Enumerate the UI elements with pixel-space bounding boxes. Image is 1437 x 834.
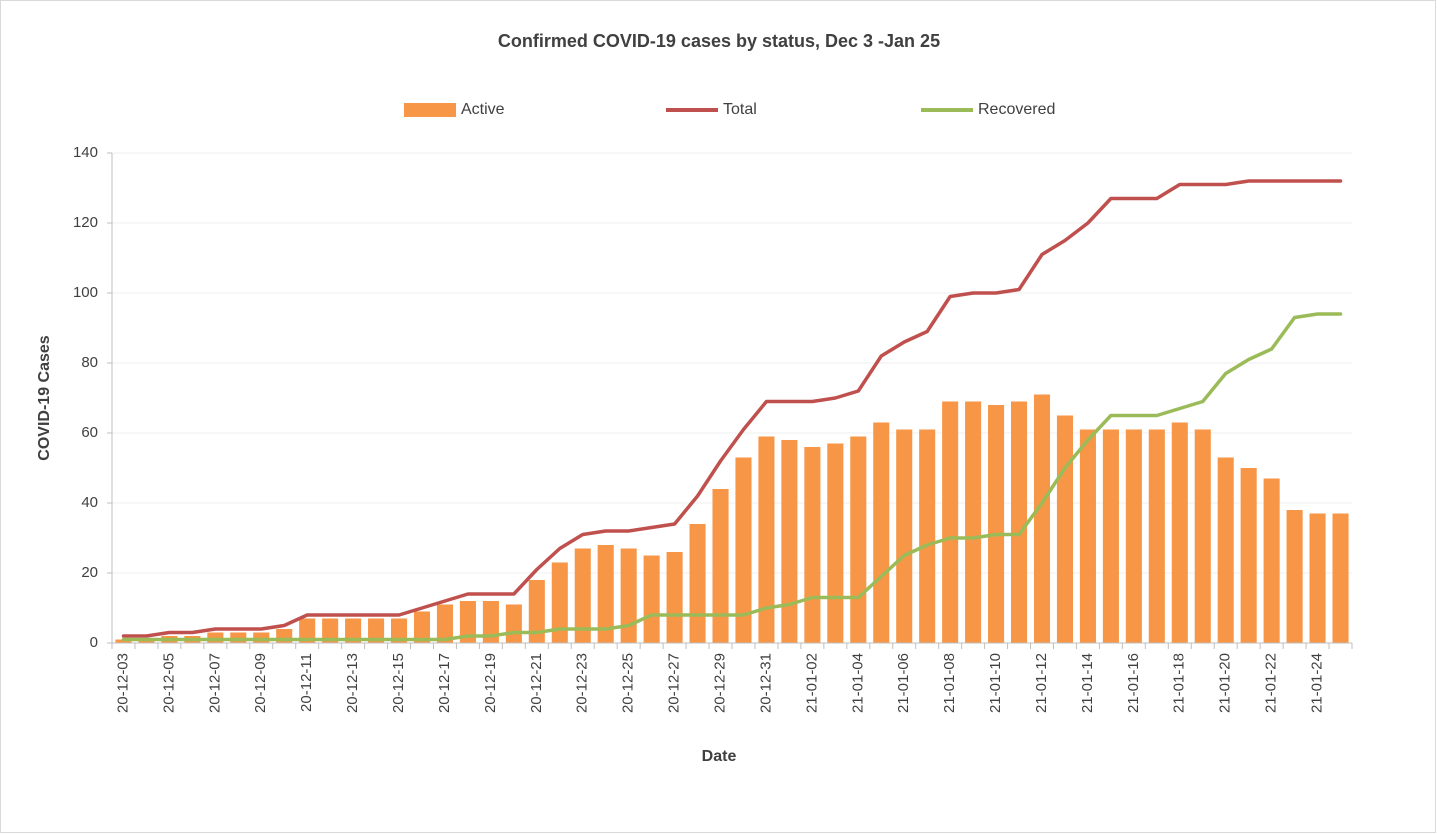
y-tick-label: 20 bbox=[81, 564, 98, 581]
bar bbox=[896, 429, 913, 643]
line bbox=[121, 312, 1343, 642]
bar bbox=[1079, 429, 1096, 643]
bar bbox=[413, 611, 431, 643]
x-tick-label: 20-12-17 bbox=[436, 653, 453, 713]
bar bbox=[1171, 422, 1188, 643]
x-tick-label: 20-12-19 bbox=[482, 653, 499, 713]
bar bbox=[1332, 513, 1349, 643]
bar bbox=[551, 562, 568, 643]
bar bbox=[643, 555, 660, 643]
legend-label: Total bbox=[723, 101, 757, 118]
bar bbox=[1217, 457, 1234, 643]
x-tick-label: 20-12-23 bbox=[574, 653, 591, 713]
x-tick-label: 21-01-18 bbox=[1171, 653, 1188, 713]
x-tick-label: 20-12-31 bbox=[757, 653, 774, 713]
y-tick-label: 40 bbox=[81, 494, 98, 511]
bar bbox=[804, 447, 821, 643]
x-tick-label: 21-01-06 bbox=[895, 653, 912, 713]
x-tick-label: 21-01-10 bbox=[987, 653, 1004, 713]
x-tick-label: 21-01-20 bbox=[1217, 653, 1234, 713]
bar bbox=[322, 618, 339, 643]
bar bbox=[528, 580, 545, 643]
bar bbox=[827, 443, 844, 643]
x-tick-label: 21-01-16 bbox=[1125, 653, 1142, 713]
x-tick-label: 21-01-14 bbox=[1079, 653, 1096, 713]
bar bbox=[1011, 401, 1028, 643]
legend-label: Recovered bbox=[978, 101, 1055, 118]
y-tick-label: 120 bbox=[73, 214, 98, 231]
y-tick-label: 100 bbox=[73, 284, 98, 301]
bar bbox=[482, 601, 499, 643]
bar bbox=[850, 436, 867, 643]
bar bbox=[368, 618, 385, 643]
bar bbox=[1033, 394, 1051, 643]
bar bbox=[689, 524, 706, 643]
bar bbox=[1125, 429, 1142, 643]
bar bbox=[597, 545, 614, 643]
bar bbox=[873, 422, 890, 643]
x-tick-label: 20-12-05 bbox=[160, 653, 177, 713]
chart-title: Confirmed COVID-19 cases by status, Dec … bbox=[498, 31, 940, 51]
y-tick-label: 0 bbox=[90, 634, 98, 651]
bar bbox=[735, 457, 752, 643]
x-tick-label: 21-01-12 bbox=[1033, 653, 1050, 713]
x-tick-label: 20-12-15 bbox=[390, 653, 407, 713]
legend-label: Active bbox=[461, 101, 505, 118]
bar bbox=[666, 552, 683, 643]
bar bbox=[436, 604, 453, 643]
bar bbox=[1148, 429, 1165, 643]
x-tick-label: 20-12-29 bbox=[711, 653, 728, 713]
bar bbox=[712, 489, 729, 643]
y-tick-label: 80 bbox=[81, 354, 98, 371]
bar bbox=[988, 405, 1005, 643]
bar bbox=[459, 601, 476, 643]
bar bbox=[1309, 513, 1326, 643]
bar bbox=[299, 618, 316, 643]
y-axis-title: COVID-19 Cases bbox=[36, 335, 53, 460]
x-tick-label: 20-12-25 bbox=[620, 653, 637, 713]
bar bbox=[391, 618, 408, 643]
x-axis-title: Date bbox=[702, 748, 737, 765]
x-tick-label: 20-12-13 bbox=[344, 653, 361, 713]
x-tick-label: 20-12-27 bbox=[666, 653, 683, 713]
x-tick-label: 21-01-22 bbox=[1263, 653, 1280, 713]
bar bbox=[1102, 429, 1119, 643]
y-tick-label: 60 bbox=[81, 424, 98, 441]
x-tick-label: 20-12-09 bbox=[252, 653, 269, 713]
bar bbox=[942, 401, 959, 643]
bar bbox=[919, 429, 936, 643]
y-tick-label: 140 bbox=[73, 144, 98, 161]
x-tick-label: 20-12-11 bbox=[298, 653, 315, 712]
line bbox=[121, 179, 1343, 638]
bar bbox=[1194, 429, 1211, 643]
bar bbox=[574, 548, 591, 643]
bar bbox=[1286, 510, 1303, 643]
x-tick-label: 21-01-24 bbox=[1309, 653, 1326, 713]
bar bbox=[345, 618, 362, 643]
x-tick-label: 21-01-08 bbox=[941, 653, 958, 713]
bar bbox=[965, 401, 982, 643]
legend-swatch bbox=[404, 103, 456, 117]
bar bbox=[781, 440, 798, 643]
x-tick-label: 21-01-04 bbox=[849, 653, 866, 713]
x-tick-label: 20-12-21 bbox=[528, 653, 545, 713]
x-tick-label: 20-12-07 bbox=[206, 653, 223, 713]
bar bbox=[1056, 415, 1073, 643]
bar bbox=[505, 604, 522, 643]
bar bbox=[1240, 468, 1257, 643]
bar bbox=[1263, 478, 1280, 643]
x-tick-label: 20-12-03 bbox=[114, 653, 131, 713]
bar bbox=[758, 436, 775, 643]
x-tick-label: 21-01-02 bbox=[803, 653, 820, 713]
bar bbox=[620, 548, 637, 643]
